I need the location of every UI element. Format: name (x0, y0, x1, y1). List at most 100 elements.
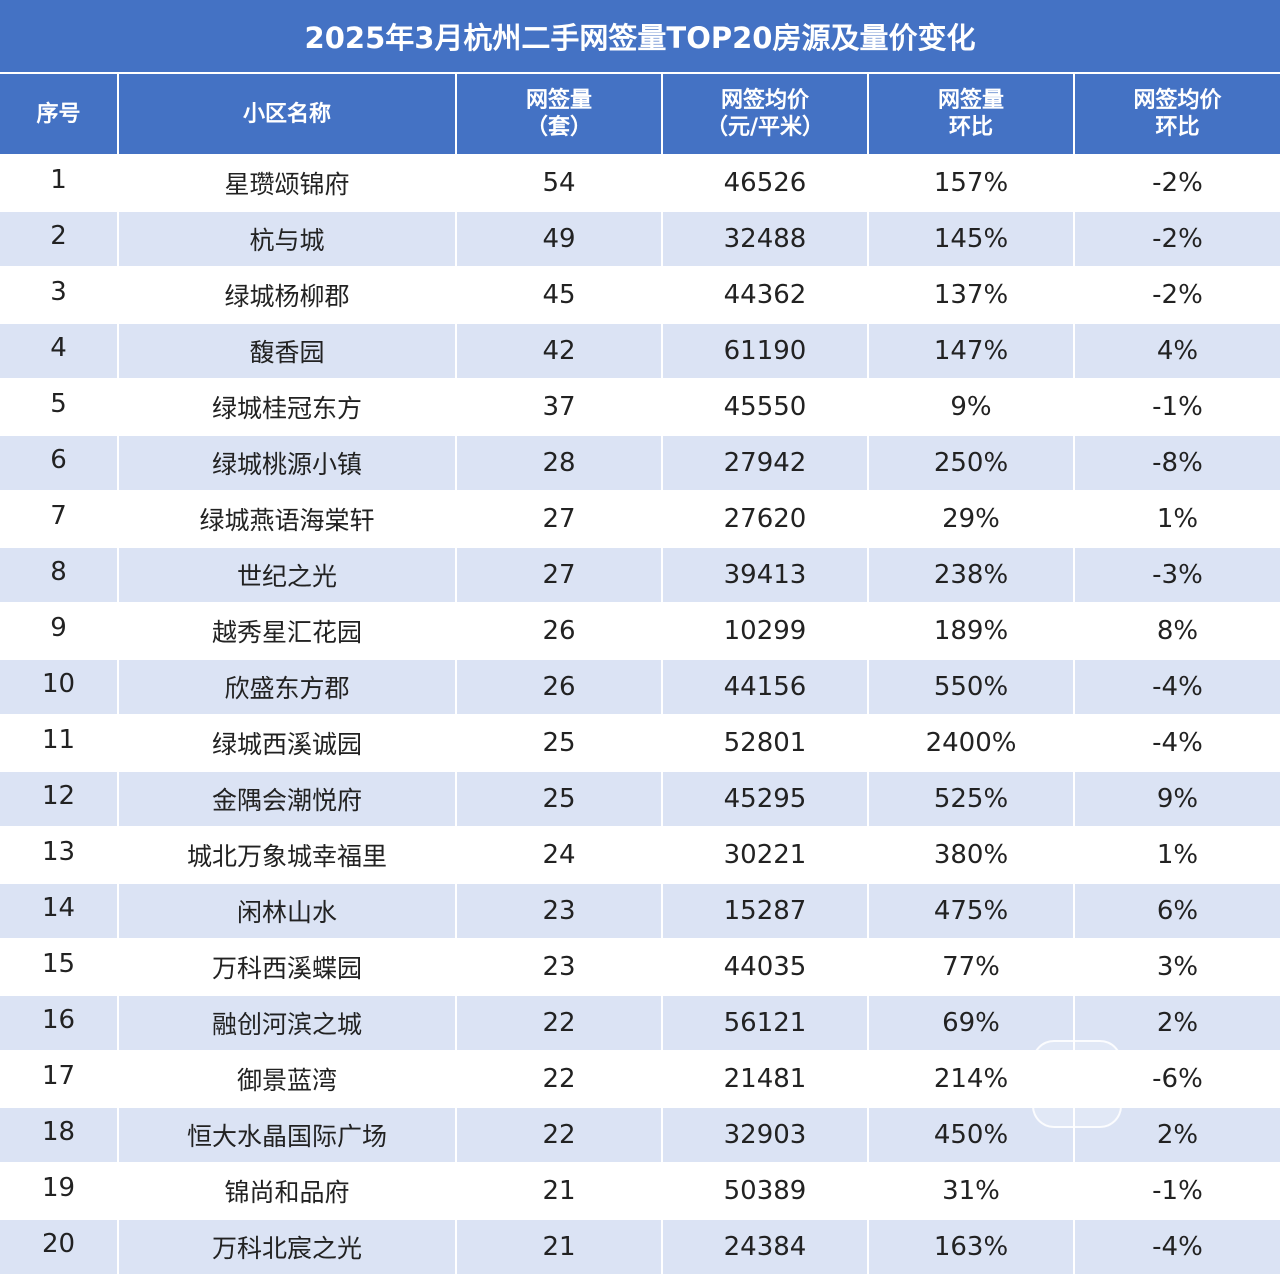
cell-price: 56121 (662, 995, 869, 1052)
cell-rank: 5 (0, 379, 119, 436)
cell-volume: 25 (456, 771, 663, 828)
cell-price: 52801 (662, 715, 869, 772)
cell-price-mom: 8% (1074, 603, 1280, 660)
cell-rank: 2 (0, 211, 119, 268)
table-row: 20 万科北宸之光 21 24384 163% -4% (0, 1219, 1280, 1276)
cell-volume-mom: 157% (868, 155, 1075, 212)
cell-name: 锦尚和品府 (118, 1163, 457, 1220)
cell-volume: 45 (456, 267, 663, 324)
cell-rank: 1 (0, 155, 119, 212)
cell-name: 御景蓝湾 (118, 1051, 457, 1108)
cell-price: 21481 (662, 1051, 869, 1108)
table-row: 8 世纪之光 27 39413 238% -3% (0, 547, 1280, 604)
table-row: 15 万科西溪蝶园 23 44035 77% 3% (0, 939, 1280, 996)
header-volume-line-1: 网签量 (525, 88, 592, 113)
cell-volume: 22 (456, 1051, 663, 1108)
cell-name: 馥香园 (118, 323, 457, 380)
cell-price: 61190 (662, 323, 869, 380)
table-row: 16 融创河滨之城 22 56121 69% 2% (0, 995, 1280, 1052)
cell-rank: 3 (0, 267, 119, 324)
cell-volume: 21 (456, 1163, 663, 1220)
table-row: 4 馥香园 42 61190 147% 4% (0, 323, 1280, 380)
header-volume-mom: 网签量 环比 (868, 74, 1075, 156)
header-price-mom-line-1: 网签均价 (1133, 88, 1222, 113)
cell-price: 15287 (662, 883, 869, 940)
cell-volume: 25 (456, 715, 663, 772)
cell-rank: 7 (0, 491, 119, 548)
table-row: 14 闲林山水 23 15287 475% 6% (0, 883, 1280, 940)
table-row: 7 绿城燕语海棠轩 27 27620 29% 1% (0, 491, 1280, 548)
header-price-mom: 网签均价 环比 (1074, 74, 1280, 156)
header-rank: 序号 (0, 74, 119, 156)
cell-price: 39413 (662, 547, 869, 604)
cell-volume: 23 (456, 883, 663, 940)
cell-volume-mom: 31% (868, 1163, 1075, 1220)
cell-volume-mom: 137% (868, 267, 1075, 324)
table-row: 18 恒大水晶国际广场 22 32903 450% 2% (0, 1107, 1280, 1164)
cell-rank: 13 (0, 827, 119, 884)
cell-name: 城北万象城幸福里 (118, 827, 457, 884)
cell-rank: 16 (0, 995, 119, 1052)
table-row: 1 星瓒颂锦府 54 46526 157% -2% (0, 155, 1280, 212)
cell-name: 越秀星汇花园 (118, 603, 457, 660)
cell-volume: 26 (456, 603, 663, 660)
cell-price-mom: -1% (1074, 379, 1280, 436)
cell-rank: 6 (0, 435, 119, 492)
cell-name: 融创河滨之城 (118, 995, 457, 1052)
cell-price: 27620 (662, 491, 869, 548)
cell-rank: 12 (0, 771, 119, 828)
cell-rank: 9 (0, 603, 119, 660)
cell-name: 绿城燕语海棠轩 (118, 491, 457, 548)
table-row: 17 御景蓝湾 22 21481 214% -6% (0, 1051, 1280, 1108)
cell-price: 45295 (662, 771, 869, 828)
cell-volume: 54 (456, 155, 663, 212)
header-volume-mom-line-1: 网签量 (937, 88, 1004, 113)
cell-rank: 11 (0, 715, 119, 772)
cell-name: 闲林山水 (118, 883, 457, 940)
cell-name: 绿城桃源小镇 (118, 435, 457, 492)
cell-rank: 20 (0, 1219, 119, 1276)
header-row: 序号 小区名称 网签量 （套） 网签均价 （元/平米） 网签量 环比 (0, 74, 1280, 156)
cell-price-mom: -4% (1074, 659, 1280, 716)
table-row: 9 越秀星汇花园 26 10299 189% 8% (0, 603, 1280, 660)
cell-volume: 22 (456, 995, 663, 1052)
cell-rank: 18 (0, 1107, 119, 1164)
cell-name: 万科西溪蝶园 (118, 939, 457, 996)
cell-rank: 10 (0, 659, 119, 716)
cell-name: 绿城桂冠东方 (118, 379, 457, 436)
cell-volume-mom: 145% (868, 211, 1075, 268)
cell-volume-mom: 238% (868, 547, 1075, 604)
cell-volume-mom: 550% (868, 659, 1075, 716)
cell-volume-mom: 147% (868, 323, 1075, 380)
cell-price: 50389 (662, 1163, 869, 1220)
cell-volume: 26 (456, 659, 663, 716)
cell-volume: 21 (456, 1219, 663, 1276)
cell-volume-mom: 9% (868, 379, 1075, 436)
cell-price: 46526 (662, 155, 869, 212)
cell-price-mom: -4% (1074, 715, 1280, 772)
cell-price-mom: 6% (1074, 883, 1280, 940)
cell-price-mom: -2% (1074, 267, 1280, 324)
header-name: 小区名称 (118, 74, 457, 156)
cell-rank: 8 (0, 547, 119, 604)
cell-price: 30221 (662, 827, 869, 884)
table-row: 12 金隅会潮悦府 25 45295 525% 9% (0, 771, 1280, 828)
cell-price: 27942 (662, 435, 869, 492)
cell-price: 44156 (662, 659, 869, 716)
ranking-table: 序号 小区名称 网签量 （套） 网签均价 （元/平米） 网签量 环比 (0, 74, 1280, 1276)
cell-volume-mom: 69% (868, 995, 1075, 1052)
cell-volume-mom: 525% (868, 771, 1075, 828)
cell-name: 欣盛东方郡 (118, 659, 457, 716)
cell-volume: 49 (456, 211, 663, 268)
cell-price-mom: -8% (1074, 435, 1280, 492)
header-price-line-2: （元/平米） (705, 115, 825, 140)
cell-price-mom: 1% (1074, 827, 1280, 884)
header-price-line-1: 网签均价 (720, 88, 809, 113)
table-row: 19 锦尚和品府 21 50389 31% -1% (0, 1163, 1280, 1220)
cell-rank: 15 (0, 939, 119, 996)
cell-volume: 27 (456, 491, 663, 548)
cell-name: 万科北宸之光 (118, 1219, 457, 1276)
cell-price: 44035 (662, 939, 869, 996)
cell-volume-mom: 2400% (868, 715, 1075, 772)
cell-rank: 4 (0, 323, 119, 380)
